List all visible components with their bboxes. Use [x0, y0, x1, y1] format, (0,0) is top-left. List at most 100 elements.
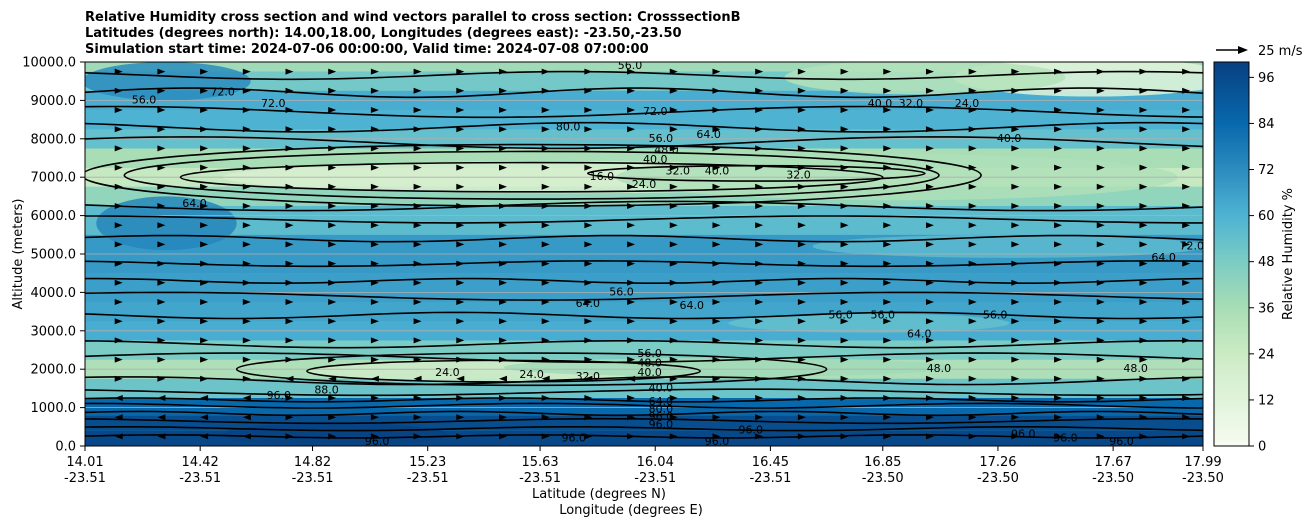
wind-vector [370, 145, 379, 152]
wind-vector [1011, 395, 1020, 401]
contour-label: 64.0 [182, 197, 207, 210]
wind-vector [669, 203, 678, 209]
wind-vector [114, 164, 123, 171]
contour-label: 80.0 [556, 120, 581, 133]
wind-vector [712, 241, 721, 248]
wind-vector [883, 433, 892, 440]
wind-vector [242, 433, 251, 440]
quiver-key: 25 m/s [1216, 44, 1303, 59]
wind-vector [498, 299, 507, 305]
wind-vector [797, 68, 806, 75]
wind-vector [755, 260, 764, 267]
wind-vector [1011, 260, 1020, 267]
wind-vector [413, 145, 422, 152]
wind-vector [1182, 145, 1191, 152]
wind-vector [498, 107, 507, 113]
wind-vector [840, 337, 849, 344]
wind-vector [1011, 241, 1020, 248]
wind-vector [541, 107, 550, 113]
wind-vector [669, 279, 678, 286]
wind-vector [883, 356, 892, 363]
x-tick-label-lon: -23.51 [519, 471, 561, 486]
wind-vector [968, 183, 977, 190]
x-tick-label-lon: -23.50 [1092, 471, 1134, 486]
wind-vector [456, 337, 465, 344]
wind-vector [1054, 375, 1063, 382]
colorbar-tick-label: 96 [1258, 71, 1275, 86]
wind-vector [968, 356, 977, 363]
wind-vector [669, 145, 678, 152]
wind-vector [1096, 183, 1105, 190]
wind-vector [1054, 126, 1063, 133]
wind-vector [1054, 414, 1063, 421]
wind-vector [1096, 203, 1105, 209]
x-tick-label-lat: 14.82 [294, 455, 331, 470]
wind-vector [883, 299, 892, 305]
contour-label: 48.0 [654, 143, 679, 156]
wind-vector [1139, 279, 1148, 286]
wind-vector [627, 183, 636, 190]
wind-vector [840, 299, 849, 305]
contour-label: 24.0 [955, 97, 980, 110]
wind-vector [200, 222, 209, 229]
contour-label: 96.0 [1053, 431, 1078, 444]
wind-vector [370, 107, 379, 113]
x-tick-label-lat: 16.45 [752, 455, 789, 470]
wind-vector [1139, 145, 1148, 152]
contour-label: 32.0 [899, 97, 924, 110]
contour-label: 40.0 [637, 366, 662, 379]
wind-vector [712, 318, 721, 325]
wind-vector [883, 375, 892, 382]
wind-vector [200, 318, 209, 325]
wind-vector [114, 395, 123, 401]
contour-label: 40.0 [997, 132, 1022, 145]
wind-vector [925, 203, 934, 209]
wind-vector [200, 337, 209, 344]
wind-vector [883, 395, 892, 401]
wind-vector [285, 203, 294, 209]
wind-vector [627, 68, 636, 75]
wind-vector [114, 279, 123, 286]
wind-vector [1096, 395, 1105, 401]
wind-vector [925, 279, 934, 286]
contour-label: 56.0 [983, 308, 1008, 321]
x-tick-label-lon: -23.51 [634, 471, 676, 486]
x-tick-label-lat: 14.42 [182, 455, 219, 470]
wind-vector [456, 260, 465, 267]
wind-vector [925, 260, 934, 267]
contour-label: 56.0 [828, 308, 853, 321]
y-tick-label: 1000.0 [31, 401, 77, 416]
chart-title-line-1: Relative Humidity cross section and wind… [85, 10, 741, 25]
wind-vector [498, 126, 507, 133]
wind-vector [498, 375, 507, 382]
wind-vector [1011, 356, 1020, 363]
y-tick-label: 7000.0 [31, 171, 77, 186]
contour-label: 40.0 [649, 381, 674, 394]
wind-vector [413, 68, 422, 75]
wind-vector [200, 279, 209, 286]
wind-vector [968, 433, 977, 440]
wind-vector [242, 337, 251, 344]
contour-line [85, 417, 1203, 425]
wind-vector [627, 260, 636, 267]
wind-vector [328, 126, 337, 133]
x-axis-ticks: 14.01-23.5114.42-23.5114.82-23.5115.23-2… [64, 446, 1224, 486]
wind-vector [968, 299, 977, 305]
wind-vector [285, 183, 294, 190]
wind-vector [968, 87, 977, 94]
wind-vector [712, 183, 721, 190]
wind-vector [370, 375, 379, 382]
y-tick-label: 10000.0 [22, 56, 76, 71]
wind-vector [456, 183, 465, 190]
wind-vector [285, 299, 294, 305]
wind-vector [1011, 433, 1020, 440]
wind-vector [669, 87, 678, 94]
wind-vector [328, 414, 337, 421]
wind-vector [157, 87, 166, 94]
colorbar-ticks: 0 12 24 36 48 60 72 84 96 [1249, 71, 1275, 455]
wind-vector [370, 241, 379, 248]
wind-vector [157, 241, 166, 248]
wind-vector [328, 203, 337, 209]
wind-vector [456, 126, 465, 133]
wind-vector [883, 68, 892, 75]
